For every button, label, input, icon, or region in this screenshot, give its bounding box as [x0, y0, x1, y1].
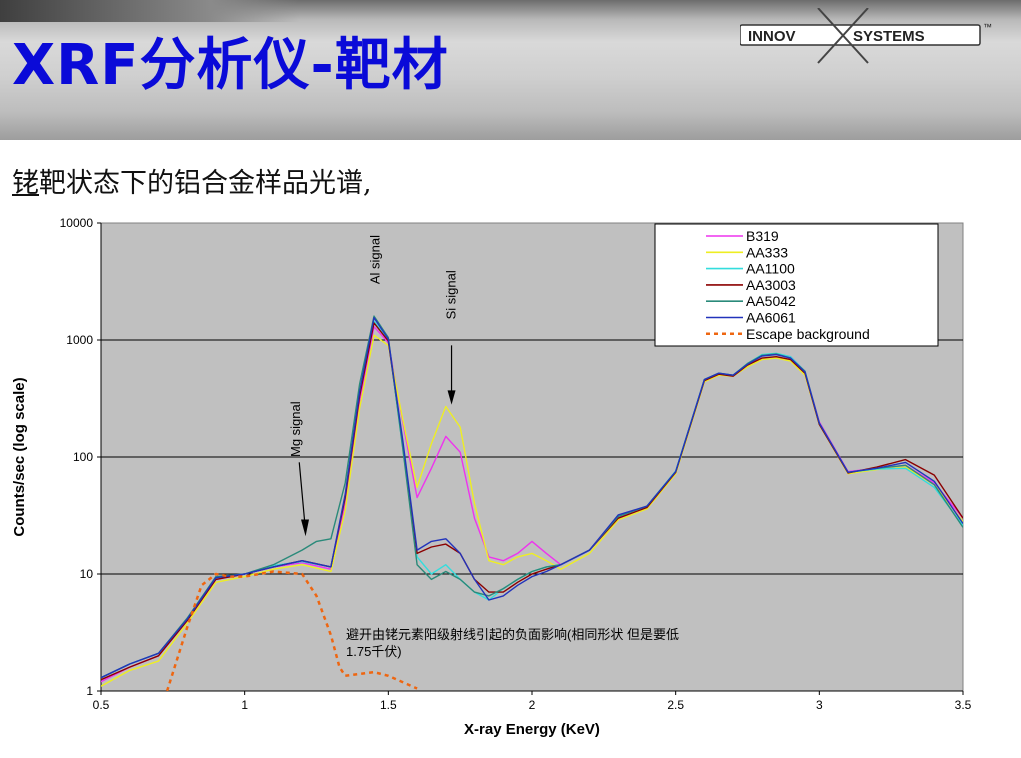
legend-label: AA1100	[746, 261, 795, 277]
x-axis-title: X-ray Energy (KeV)	[464, 721, 600, 738]
logo-text-right: SYSTEMS	[853, 28, 925, 45]
y-tick-label: 1000	[66, 333, 93, 347]
legend-label: Escape background	[746, 326, 870, 342]
slide-header	[0, 0, 1021, 140]
legend-box	[654, 223, 939, 347]
mg-arrow-head	[301, 519, 310, 537]
annotation-mg-signal: Mg signal	[288, 401, 303, 457]
slide-title: XRF分析仪-靶材	[12, 33, 449, 98]
legend-label: B319	[746, 228, 779, 244]
y-tick-label: 100	[73, 450, 93, 464]
header-band	[0, 0, 300, 22]
series-line	[165, 570, 418, 691]
si-arrow-head	[447, 390, 456, 405]
y-tick-label: 10	[80, 567, 94, 581]
legend-label: AA3003	[746, 277, 796, 293]
x-tick-label: 2	[529, 698, 536, 712]
x-tick-label: 0.5	[93, 698, 110, 712]
slide-subtitle: 铑靶状态下的铝合金样品光谱,	[12, 170, 372, 197]
subtitle-text: 靶状态下的铝合金样品光谱,	[39, 168, 372, 199]
logo-trademark: ™	[983, 22, 992, 32]
subtitle-underlined: 铑	[12, 168, 39, 199]
x-tick-label: 1.5	[380, 698, 397, 712]
annotation-note-line1: 避开由铑元素阳级射线引起的负面影响(相同形状 但是要低	[346, 627, 679, 642]
mg-arrow-line	[298, 462, 306, 526]
x-tick-label: 1	[241, 698, 248, 712]
x-tick-label: 2.5	[667, 698, 684, 712]
company-logo: INNOV SYSTEMS ™	[740, 8, 992, 64]
series-line	[101, 316, 963, 679]
series-group	[101, 315, 963, 691]
x-tick-label: 3	[816, 698, 823, 712]
y-tick-label: 10000	[60, 216, 94, 230]
legend-label: AA333	[746, 244, 788, 260]
legend-label: AA5042	[746, 293, 796, 309]
series-line	[101, 334, 963, 687]
annotation-si-signal: Si signal	[444, 270, 459, 319]
logo-text-left: INNOV	[748, 28, 796, 45]
x-tick-label: 3.5	[955, 698, 972, 712]
annotation-al-signal: Al signal	[368, 235, 383, 284]
y-tick-label: 1	[86, 684, 93, 698]
y-axis-title: Counts/sec (log scale)	[11, 377, 28, 536]
legend-label: AA6061	[746, 310, 796, 326]
annotation-note-line2: 1.75千伏)	[346, 644, 402, 659]
